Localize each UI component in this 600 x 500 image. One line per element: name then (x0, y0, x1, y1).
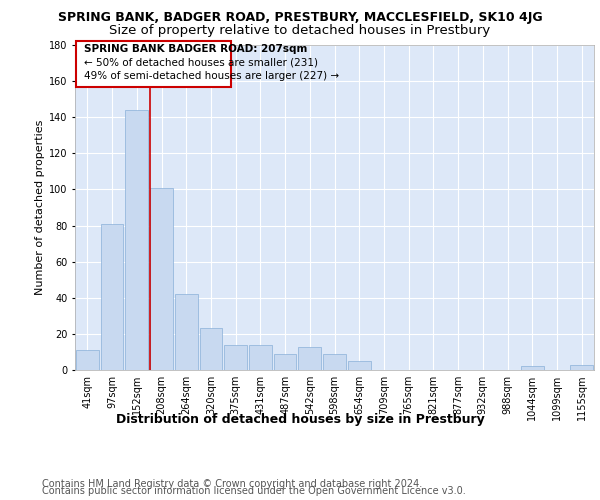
Text: SPRING BANK BADGER ROAD: 207sqm: SPRING BANK BADGER ROAD: 207sqm (83, 44, 307, 54)
Bar (175, 294, 197, 370)
Bar (323, 354, 346, 370)
Bar (200, 328, 222, 370)
Bar (101, 224, 124, 370)
Y-axis label: Number of detached properties: Number of detached properties (35, 120, 44, 295)
Bar (150, 188, 173, 370)
Bar (76, 350, 99, 370)
Text: Contains public sector information licensed under the Open Government Licence v3: Contains public sector information licen… (42, 486, 466, 496)
Bar (348, 361, 371, 370)
Text: Distribution of detached houses by size in Prestbury: Distribution of detached houses by size … (116, 412, 484, 426)
Bar (274, 354, 296, 370)
Bar (298, 346, 321, 370)
Text: SPRING BANK, BADGER ROAD, PRESTBURY, MACCLESFIELD, SK10 4JG: SPRING BANK, BADGER ROAD, PRESTBURY, MAC… (58, 11, 542, 24)
Text: Contains HM Land Registry data © Crown copyright and database right 2024.: Contains HM Land Registry data © Crown c… (42, 479, 422, 489)
Bar (125, 110, 148, 370)
Text: ← 50% of detached houses are smaller (231): ← 50% of detached houses are smaller (23… (83, 58, 317, 68)
FancyBboxPatch shape (76, 42, 230, 86)
Bar (249, 344, 272, 370)
Bar (224, 344, 247, 370)
Text: 49% of semi-detached houses are larger (227) →: 49% of semi-detached houses are larger (… (83, 71, 339, 81)
Text: Size of property relative to detached houses in Prestbury: Size of property relative to detached ho… (109, 24, 491, 37)
Bar (521, 366, 544, 370)
Bar (570, 364, 593, 370)
